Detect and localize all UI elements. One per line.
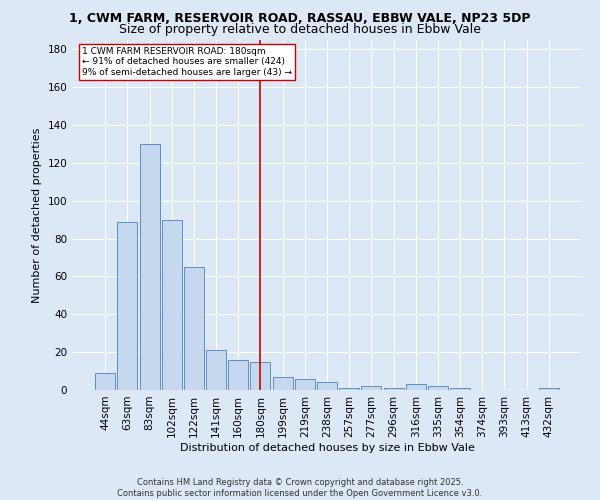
Bar (118, 222, 137, 390)
Bar (272, 377, 293, 390)
Text: Size of property relative to detached houses in Ebbw Vale: Size of property relative to detached ho… (119, 22, 481, 36)
Bar (228, 360, 248, 390)
Bar (250, 362, 271, 390)
Bar (206, 350, 226, 390)
Bar (184, 267, 204, 390)
Bar (95, 373, 115, 390)
Bar (406, 384, 426, 390)
Bar (140, 144, 160, 390)
Y-axis label: Number of detached properties: Number of detached properties (32, 128, 42, 302)
Text: 1, CWM FARM, RESERVOIR ROAD, RASSAU, EBBW VALE, NP23 5DP: 1, CWM FARM, RESERVOIR ROAD, RASSAU, EBB… (69, 12, 531, 26)
Bar (295, 378, 315, 390)
Text: Contains HM Land Registry data © Crown copyright and database right 2025.
Contai: Contains HM Land Registry data © Crown c… (118, 478, 482, 498)
Bar (539, 388, 559, 390)
X-axis label: Distribution of detached houses by size in Ebbw Vale: Distribution of detached houses by size … (179, 442, 475, 452)
Text: 1 CWM FARM RESERVOIR ROAD: 180sqm
← 91% of detached houses are smaller (424)
9% : 1 CWM FARM RESERVOIR ROAD: 180sqm ← 91% … (82, 47, 292, 77)
Bar (339, 388, 359, 390)
Bar (428, 386, 448, 390)
Bar (383, 388, 404, 390)
Bar (361, 386, 382, 390)
Bar (450, 388, 470, 390)
Bar (162, 220, 182, 390)
Bar (317, 382, 337, 390)
